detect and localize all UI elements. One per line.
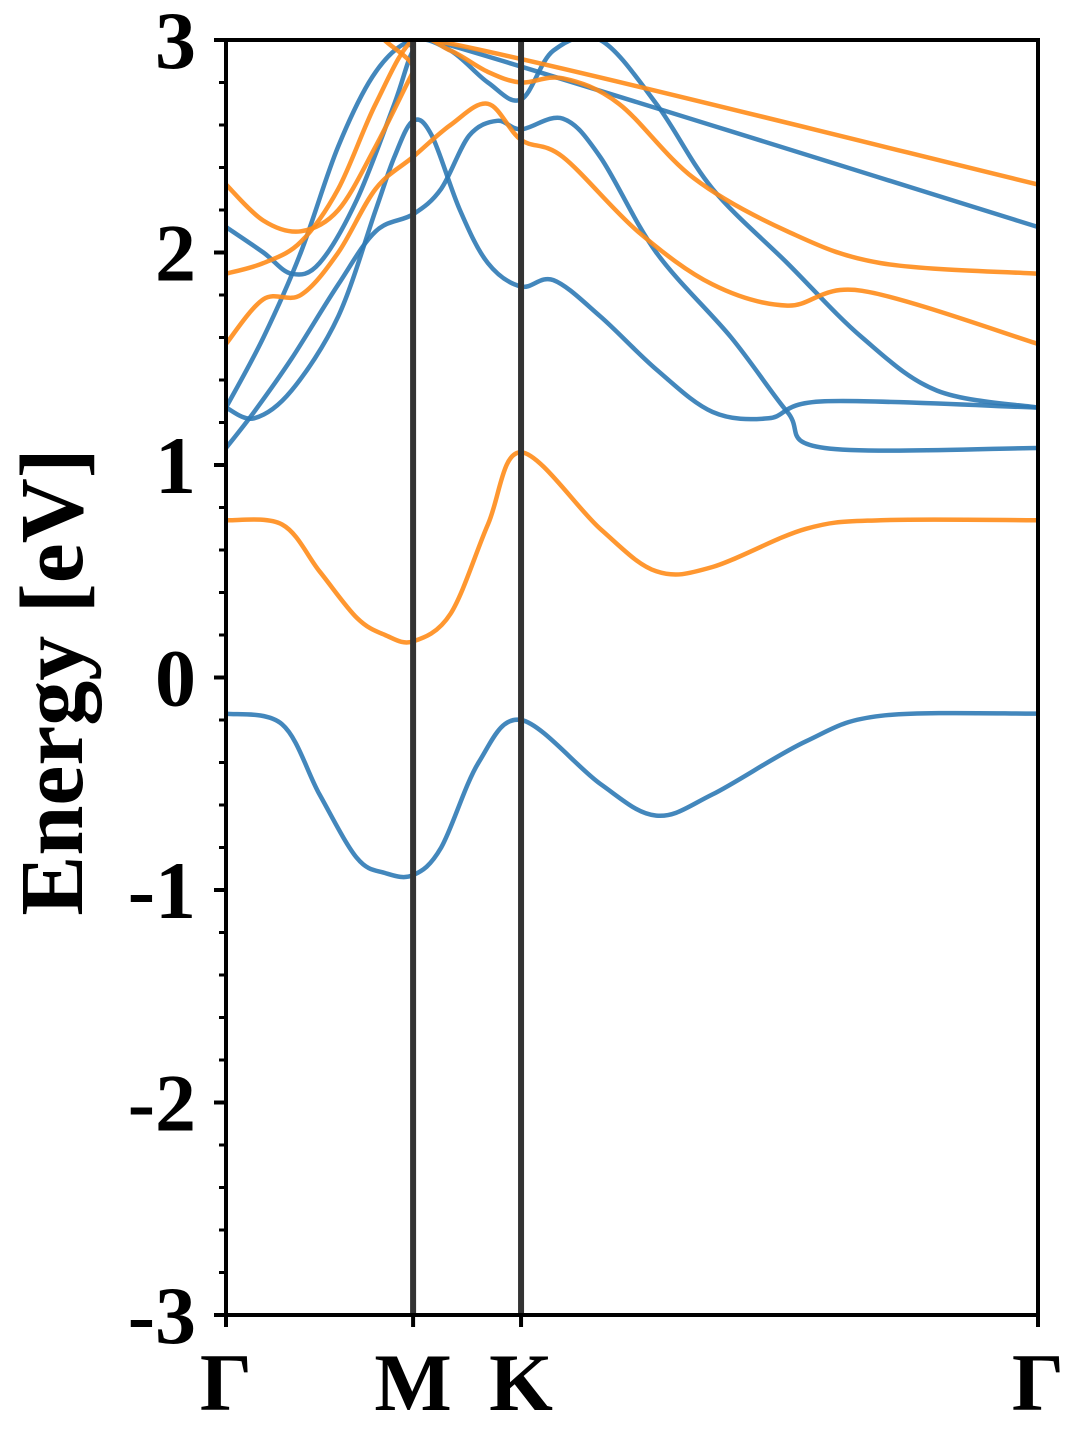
y-tick-label: 3 — [155, 0, 196, 86]
band-line-1 — [226, 710, 1038, 880]
band-line-6 — [226, 40, 1038, 277]
band-line-4 — [226, 117, 1038, 422]
band-series — [226, 40, 1038, 880]
y-tick-label: 0 — [155, 633, 196, 724]
y-tick-label: 2 — [155, 208, 196, 299]
high-symmetry-lines — [410, 40, 525, 1315]
band-line-2 — [226, 449, 1038, 645]
x-tick-label: M — [374, 1337, 451, 1428]
x-tick-label: Γ — [200, 1337, 252, 1428]
y-axis-label: Energy [eV] — [3, 448, 102, 915]
band-line-9 — [226, 40, 1038, 234]
y-tick-label: -3 — [128, 1270, 196, 1361]
x-tick-label: Γ — [1012, 1337, 1064, 1428]
y-tick-label: -2 — [128, 1058, 196, 1149]
x-tick-label: K — [489, 1337, 553, 1428]
band-line-8 — [226, 40, 1038, 276]
y-tick-label: 1 — [155, 420, 196, 511]
y-tick-label: -1 — [128, 845, 196, 936]
band-line-7 — [226, 101, 1038, 347]
y-ticks: -3 -2 -1 0 1 2 3 — [128, 0, 226, 1361]
band-line-5 — [226, 40, 1038, 410]
